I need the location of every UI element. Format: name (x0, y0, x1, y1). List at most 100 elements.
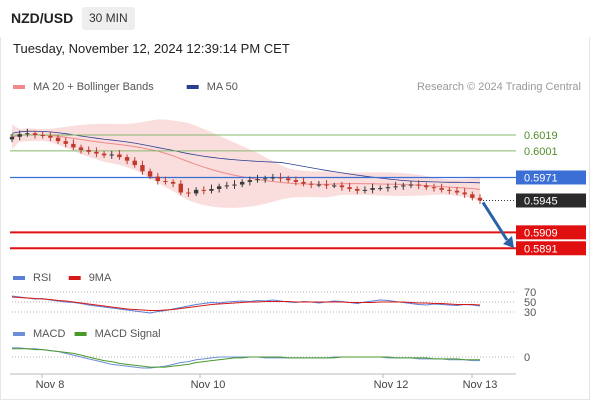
candle-body (140, 165, 145, 172)
candle-body (186, 192, 191, 194)
candle-body (117, 154, 122, 158)
candle-body (470, 194, 475, 198)
candle-body (431, 187, 437, 189)
candle-body (163, 181, 168, 183)
rsi-series-1 (11, 296, 481, 311)
support-box-4 (516, 225, 586, 240)
candle-body (55, 137, 61, 142)
rsi-tick-1: 50 (524, 297, 536, 309)
candle-body (378, 188, 383, 190)
ma50-line (11, 130, 481, 184)
forecast-arrow-shaft (481, 201, 509, 241)
candle-body (239, 181, 245, 185)
pair-title: NZD/USD (11, 10, 74, 26)
candle-body (316, 184, 322, 186)
candle-body (101, 153, 107, 156)
support-label-5: 0.5891 (524, 243, 558, 255)
rsi-legend-swatch-1 (68, 276, 81, 280)
candle-body (232, 184, 237, 186)
candle-body (462, 192, 467, 195)
candle-body (408, 184, 414, 186)
price-legend-label-1: MA 50 (207, 81, 238, 93)
resistance-label-1: 0.6001 (524, 146, 558, 158)
x-tick-label-2: Nov 12 (374, 379, 409, 391)
candle-body (71, 143, 76, 148)
candle-body (370, 188, 375, 190)
candle-body (193, 189, 199, 194)
candle-body (401, 185, 406, 187)
candle-body (447, 189, 452, 191)
candle-body (393, 186, 398, 188)
candle-body (48, 135, 53, 138)
candle-body (86, 150, 91, 152)
candle-body (170, 181, 176, 184)
candle-body (347, 187, 352, 189)
x-tick-label-1: Nov 10 (191, 379, 226, 391)
candle-body (247, 180, 253, 182)
rsi-tick-2: 30 (524, 307, 536, 319)
timeframe-badge[interactable]: 30 MIN (82, 7, 135, 30)
candle-body (17, 134, 22, 137)
candle-body (262, 178, 268, 180)
candle-body (32, 133, 38, 136)
candle-body (385, 187, 391, 189)
candle-body (454, 190, 460, 193)
price-legend-swatch-0 (13, 85, 25, 89)
candle-body (416, 184, 421, 186)
resistance-label-0: 0.6019 (524, 130, 558, 142)
candle-body (324, 184, 329, 186)
pivot-label: 0.5971 (524, 172, 558, 184)
candle-body (209, 188, 214, 191)
candle-body (216, 186, 222, 189)
watermark: Research © 2024 Trading Central (417, 81, 581, 93)
forecast-arrow-head (503, 236, 514, 248)
candle-body (270, 177, 276, 179)
rsi-legend-swatch-0 (13, 276, 25, 280)
candle-body (178, 183, 183, 193)
candle-body (40, 135, 45, 137)
macd-legend-label-1: MACD Signal (95, 328, 161, 340)
candle-body (255, 179, 260, 181)
x-tick-label-0: Nov 8 (36, 379, 65, 391)
candle-body (309, 183, 314, 185)
candle-body (439, 188, 444, 190)
rsi-series-0 (11, 295, 481, 314)
macd-tick-0: 0 (524, 352, 530, 364)
support-box-5 (516, 241, 586, 256)
candle-body (332, 185, 337, 187)
bollinger-band (12, 119, 480, 208)
candle-body (147, 171, 153, 177)
candle-body (293, 180, 299, 182)
candle-body (424, 185, 429, 188)
candle-body (9, 136, 15, 140)
candle-body (355, 188, 360, 191)
pivot-box (516, 170, 586, 185)
candle-body (78, 147, 84, 151)
rsi-legend-label-1: 9MA (89, 272, 112, 284)
macd-legend-swatch-1 (74, 332, 87, 336)
candle-body (477, 197, 483, 201)
candle-body (63, 141, 68, 144)
candle-body (94, 151, 99, 154)
candle-body (124, 157, 130, 161)
candle-body (278, 177, 283, 179)
support-label-4: 0.5909 (524, 227, 558, 239)
price-legend-label-0: MA 20 + Bollinger Bands (33, 81, 154, 93)
candle-body (201, 189, 207, 191)
chart-header: NZD/USD 30 MIN (0, 0, 590, 37)
candle-body (224, 185, 230, 187)
x-tick-label-3: Nov 13 (463, 379, 498, 391)
candle-body (155, 176, 160, 182)
rsi-legend-label-0: RSI (33, 272, 51, 284)
last-price-box (516, 193, 586, 208)
candle-body (285, 178, 291, 181)
rsi-tick-0: 70 (524, 287, 536, 299)
candle-body (132, 160, 137, 166)
candle-body (25, 133, 30, 135)
price-legend-swatch-1 (186, 85, 199, 89)
last-price-label: 0.5945 (524, 195, 558, 207)
candle-body (109, 154, 114, 156)
macd-series-1 (12, 348, 480, 368)
chart-datetime: Tuesday, November 12, 2024 12:39:14 PM C… (13, 41, 290, 56)
